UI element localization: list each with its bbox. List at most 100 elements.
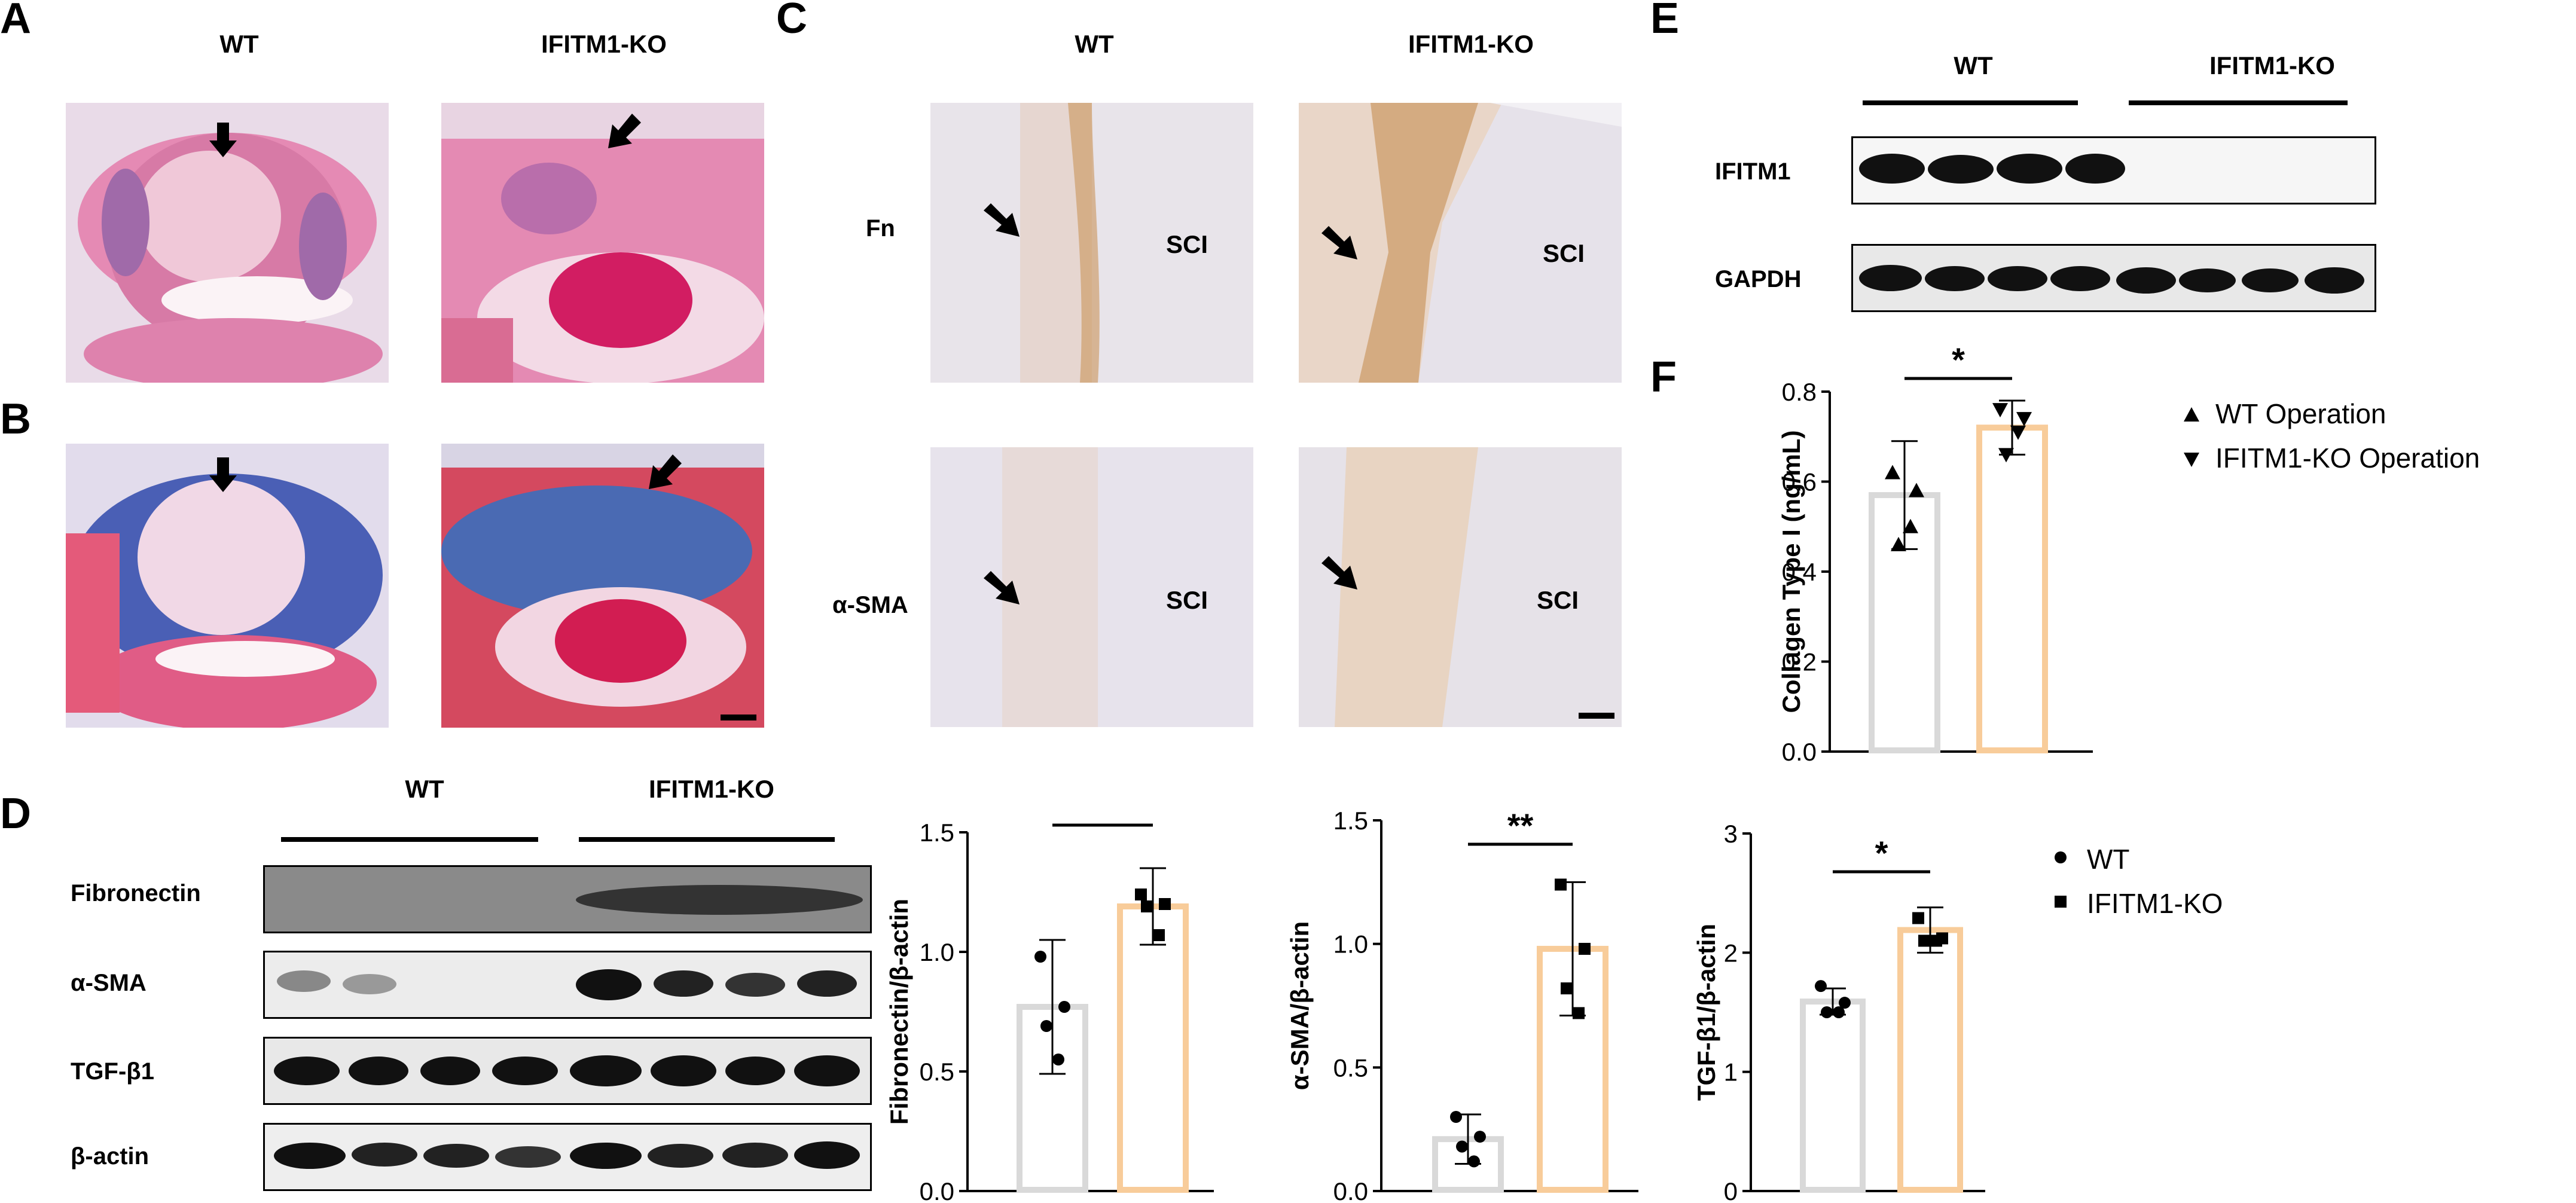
data-point [2016, 412, 2032, 427]
data-point [1474, 1131, 1486, 1143]
panel-a-ko-label: IFITM1-KO [541, 30, 667, 58]
y-tick-label: 0.0 [1333, 1177, 1368, 1203]
chart-tgfb1: TGF-β1/β-actin 0 1 2 3 * [1692, 820, 1985, 1203]
blot-label-tgfb1: TGF-β1 [71, 1058, 154, 1085]
y-tick-label: 0.5 [1333, 1054, 1368, 1082]
y-axis-label: Fibronectin/β-actin [885, 899, 913, 1125]
data-point [1821, 1006, 1833, 1018]
y-axis-label: TGF-β1/β-actin [1692, 924, 1720, 1101]
data-point [1450, 1111, 1462, 1123]
data-point [1903, 518, 1918, 533]
chart-collagen: Collagen Type I (ng/mL) 0.0 0.2 0.4 0.6 0.8 * [1777, 341, 2093, 765]
group-bar-ko [579, 837, 835, 842]
panel-a-wt-label: WT [219, 30, 259, 58]
data-point [1141, 900, 1153, 912]
sci-label: SCI [1166, 230, 1208, 258]
western-blot-bactin [263, 1123, 872, 1191]
row-label-asma: α-SMA [832, 592, 908, 618]
western-blot-gapdh [1851, 244, 2376, 312]
panel-c-wt-label: WT [1075, 30, 1114, 58]
data-point [1573, 1007, 1585, 1019]
arrow-icon [984, 571, 1021, 609]
ihc-fn-wt [930, 103, 1253, 383]
he-image-ko [441, 103, 764, 383]
panel-e-ko-label: IFITM1-KO [2209, 51, 2335, 80]
bar-wt [1800, 999, 1866, 1193]
arrow-icon [984, 203, 1021, 241]
panel-c-ko-label: IFITM1-KO [1408, 30, 1534, 58]
y-tick-label: 2 [1724, 939, 1738, 967]
data-point [1885, 465, 1900, 480]
blot-label-asma: α-SMA [71, 970, 146, 996]
panel-b-letter: B [0, 395, 31, 443]
y-axis-label: α-SMA/β-actin [1286, 921, 1314, 1090]
data-point [1918, 935, 1930, 947]
data-point [1135, 888, 1147, 900]
he-image-wt [66, 103, 389, 383]
bar-ko [1897, 927, 1963, 1193]
y-tick-label: 0.0 [920, 1177, 954, 1203]
data-point [1815, 980, 1827, 993]
data-point [1839, 997, 1851, 1009]
y-tick-label: 3 [1724, 820, 1738, 848]
masson-image-wt [66, 444, 389, 728]
bar-ko [1976, 425, 2048, 753]
significance-marker: ** [1507, 807, 1534, 844]
scale-bar [1579, 713, 1614, 719]
ihc-asma-wt [930, 447, 1253, 727]
row-label-fn: Fn [866, 215, 895, 242]
panel-c-letter: C [776, 0, 807, 42]
y-axis-label: Collagen Type I (ng/mL) [1777, 430, 1805, 713]
chart-fibronectin: Fibronectin/β-actin 0.0 0.5 1.0 1.5 * [885, 813, 1214, 1203]
masson-image-ko [441, 444, 764, 728]
data-point [1555, 878, 1567, 891]
data-point [1833, 1006, 1845, 1018]
group-bar-wt [1863, 100, 2078, 105]
y-tick-label: 0.0 [1782, 738, 1817, 765]
data-point [1052, 1054, 1064, 1065]
legend-f-wt: WT Operation [2215, 398, 2386, 429]
arrow-icon [605, 114, 641, 152]
bar-ko [1117, 903, 1189, 1193]
y-tick-label: 1.5 [1333, 807, 1368, 835]
data-point [1992, 403, 2008, 418]
ihc-fn-ko [1299, 103, 1622, 383]
sci-label: SCI [1543, 239, 1585, 267]
y-tick-label: 0.6 [1782, 468, 1817, 496]
western-blot-ifitm1 [1851, 136, 2376, 204]
legend-d-ko: IFITM1-KO [2087, 888, 2223, 919]
significance-marker: * [1096, 813, 1109, 825]
data-point [1468, 1155, 1480, 1168]
data-point [1891, 536, 1906, 551]
chart-asma: α-SMA/β-actin 0.0 0.5 1.0 1.5 ** [1286, 807, 1638, 1203]
legend-f-ko: IFITM1-KO Operation [2215, 442, 2480, 474]
data-point [1034, 951, 1046, 963]
panel-d-ko-label: IFITM1-KO [649, 775, 774, 803]
panel-d-wt-label: WT [405, 775, 444, 803]
data-point [1930, 935, 1942, 947]
data-point [1153, 929, 1165, 941]
scale-bar [721, 715, 756, 720]
data-point [1909, 483, 1924, 497]
western-blot-asma [263, 951, 872, 1019]
data-point [1159, 898, 1171, 910]
blot-label-bactin: β-actin [71, 1143, 149, 1170]
significance-marker: * [1952, 341, 1965, 378]
data-point [1040, 1020, 1052, 1032]
panel-a-letter: A [0, 0, 31, 42]
y-tick-label: 1.5 [920, 819, 954, 847]
significance-marker: * [1875, 834, 1888, 872]
blot-label-gapdh: GAPDH [1715, 266, 1802, 292]
arrow-icon [208, 123, 238, 161]
y-tick-label: 1.0 [920, 938, 954, 966]
data-point [1561, 982, 1573, 995]
y-tick-label: 0.4 [1782, 558, 1817, 586]
arrow-icon [646, 454, 682, 493]
data-point [1058, 1001, 1070, 1013]
blot-label-fibronectin: Fibronectin [71, 880, 201, 906]
data-point [1998, 448, 2014, 463]
arrow-icon [1321, 226, 1359, 264]
data-point [1579, 942, 1591, 955]
western-blot-tgfb1 [263, 1037, 872, 1105]
western-blot-fibronectin [263, 865, 872, 933]
